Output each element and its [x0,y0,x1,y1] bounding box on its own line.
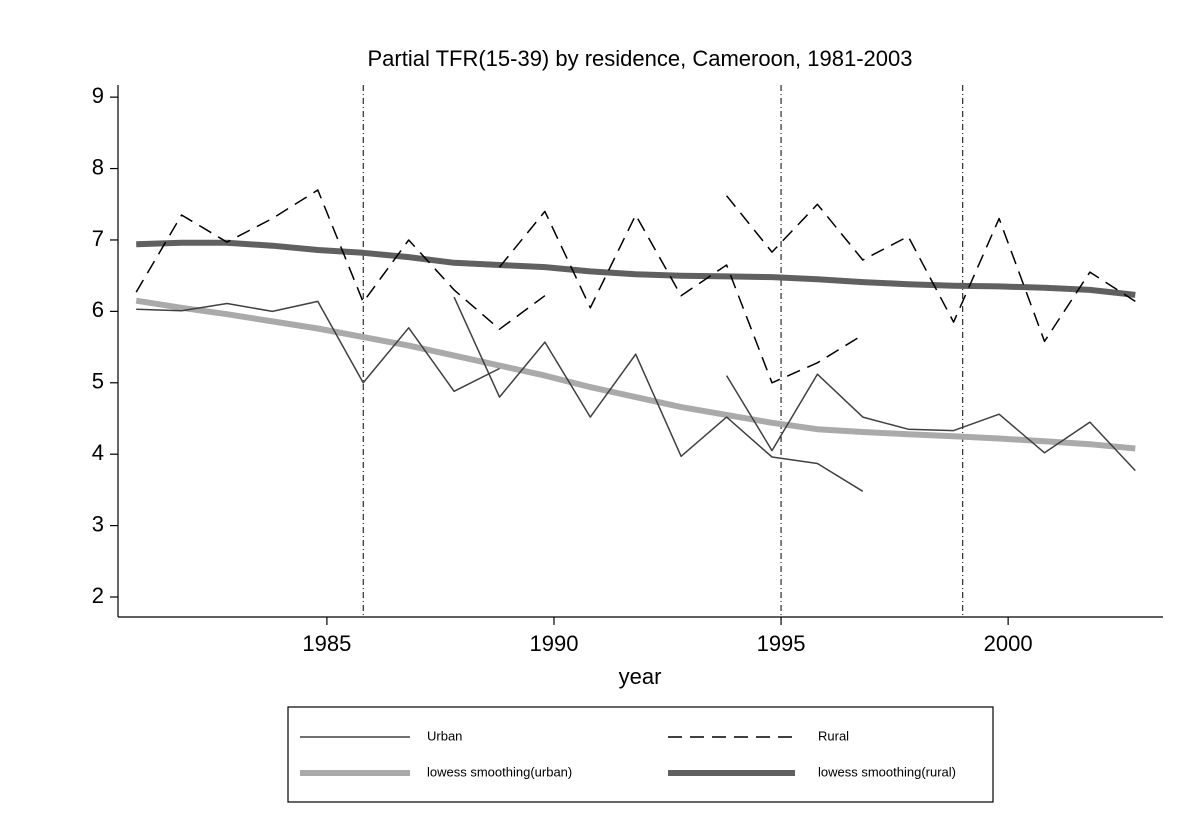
x-tick-label: 1995 [757,631,806,656]
y-tick-label: 2 [92,583,104,608]
y-tick-label: 4 [92,440,104,465]
legend-box [287,706,994,803]
y-tick-label: 6 [92,297,104,322]
series-line [136,239,1136,298]
x-axis-label: year [619,664,662,689]
series-line [135,189,1136,384]
chart-title: Partial TFR(15-39) by residence, Cameroo… [368,46,913,71]
series-line [135,297,1136,452]
legend-label: Rural [818,728,849,743]
x-tick-label: 1990 [530,631,579,656]
x-tick-label: 1985 [302,631,351,656]
y-tick-label: 3 [92,511,104,536]
y-tick-label: 7 [92,226,104,251]
y-tick-label: 5 [92,369,104,394]
series-line [136,296,1136,492]
legend-label: lowess smoothing(urban) [427,764,572,779]
y-tick-label: 9 [92,83,104,108]
legend-label: Urban [427,728,462,743]
legend-label: lowess smoothing(rural) [818,764,956,779]
x-tick-label: 2000 [984,631,1033,656]
y-tick-label: 8 [92,154,104,179]
